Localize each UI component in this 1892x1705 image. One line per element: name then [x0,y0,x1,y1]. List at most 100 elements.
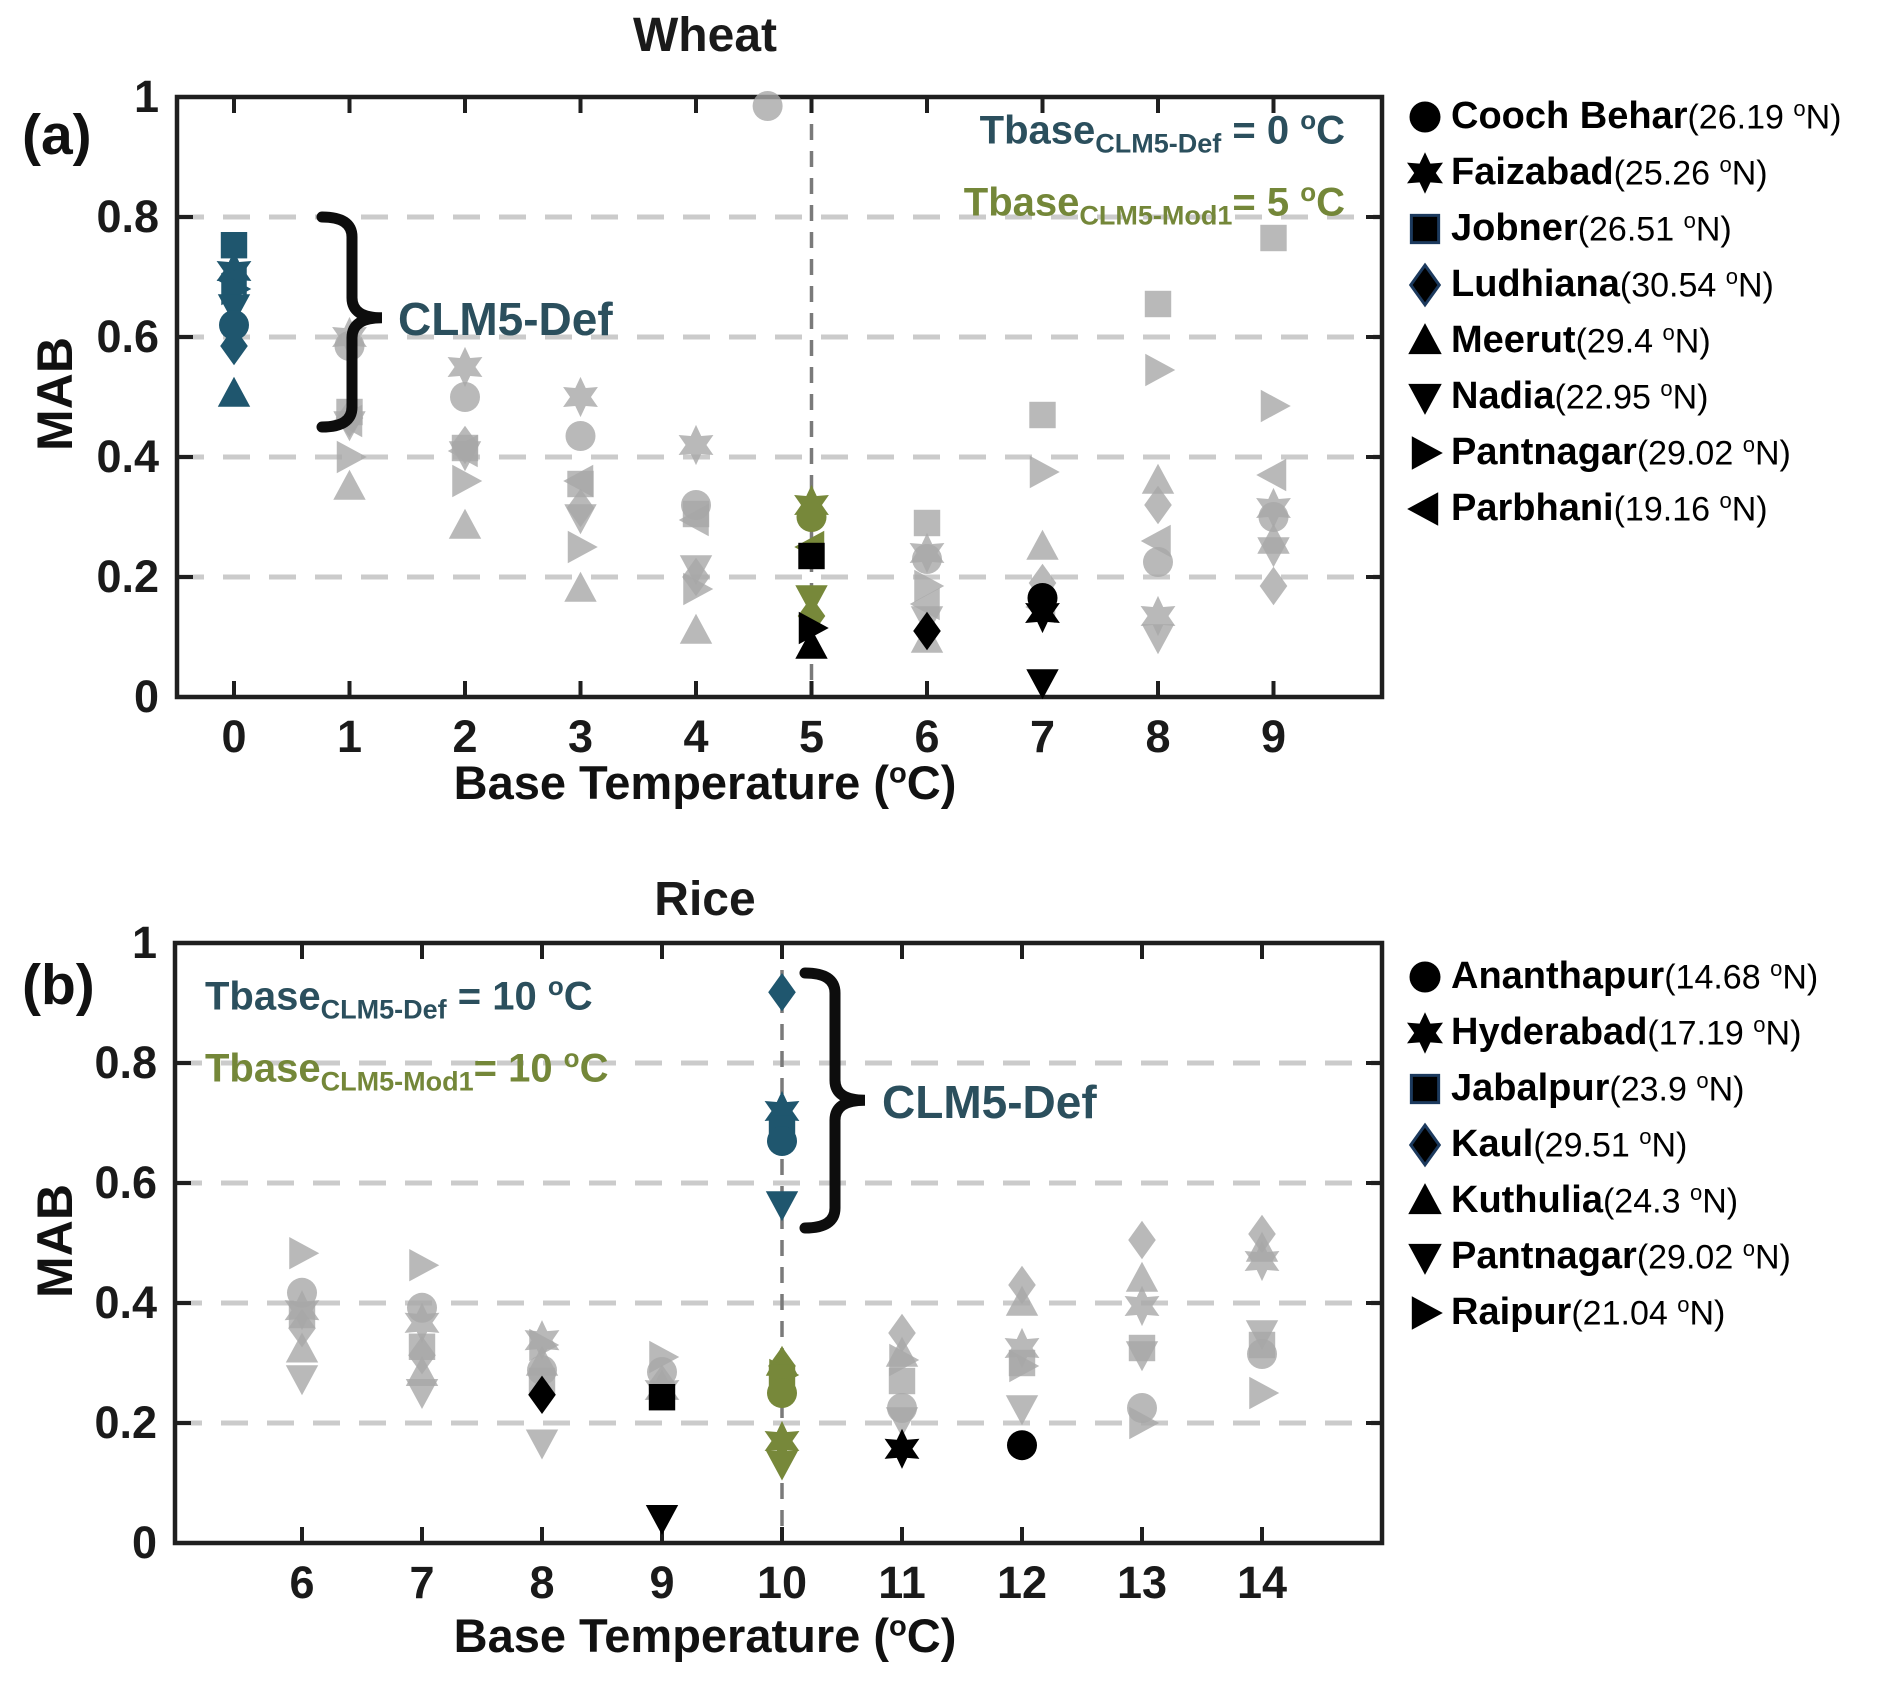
legend-site-name: Hyderabad [1451,1011,1648,1053]
triup-glyph [1408,1182,1442,1214]
legend-site-latitude: (17.19 oN) [1647,1011,1802,1053]
legend-site-name: Kaul [1451,1123,1534,1165]
trileft-icon [1407,491,1439,526]
legend-site-name: Ludhiana [1451,263,1620,305]
point-ludhiana-x5 [797,596,826,636]
point-pantnagar-x7 [405,1379,439,1410]
point-pantnagar-x2 [452,464,483,498]
point-faizabad-x8 [1140,595,1176,637]
x-tick-label-8: 8 [529,1557,554,1608]
point-kuthulia-x7 [405,1355,439,1386]
point-ananthapur-x12 [1007,1430,1037,1461]
panel-a-site-legend: Cooch Behar (26.19 oN) Faizabad (25.26 oN) J… [1402,95,1841,543]
point-nadia-x3 [564,504,597,535]
point-hyderabad-x11 [884,1428,920,1469]
clm5-def-brace [316,211,383,433]
point-hyderabad-x10 [764,1420,800,1462]
legend-site-latitude: (21.04 oN) [1571,1291,1726,1333]
point-hyderabad-x10 [764,1090,800,1132]
legend-site-name: Parbhani [1451,487,1614,529]
point-cooch-behar-x6 [912,544,942,574]
point-pantnagar-x10 [765,1450,799,1481]
point-kaul-x10 [768,973,796,1012]
tridown-glyph [1408,383,1442,415]
point-pantnagar-x11 [885,1407,919,1438]
point-cooch-behar-x8 [1143,547,1173,577]
x-tick-label-6: 6 [914,711,939,762]
legend-site-latitude: (29.51 oN) [1533,1123,1688,1165]
legend-site-name: Cooch Behar [1451,95,1688,137]
legend-site-latitude: (24.3 oN) [1602,1179,1739,1221]
panel-a-legend-item-pantnagar: Pantnagar (29.02 oN) [1402,431,1841,474]
y-tick-label-0.2: 0.2 [94,1397,157,1448]
point-ludhiana-x0 [220,326,248,366]
point-pantnagar-x10 [765,1191,799,1222]
legend-site-latitude: (26.51 oN) [1577,207,1732,249]
point-kaul-x8 [528,1375,556,1414]
panel-b: 6 7 8 9 10 11 12 13 14 0 0.2 0.4 0.6 0.8 1 [94,917,1385,1608]
panel-a: 0 1 2 3 4 5 6 7 8 9 0 0.2 0.4 0.6 0.8 1 [96,71,1385,762]
panel-b-legend-item-pantnagar: Pantnagar (29.02 oN) [1402,1235,1818,1278]
circle-glyph [1409,961,1441,992]
point-pantnagar-x7 [1029,455,1060,489]
point-kuthulia-x12 [1005,1285,1039,1316]
point-meerut-x0 [217,376,251,407]
point-faizabad-x2 [447,346,483,388]
tridown-icon [1408,1243,1442,1275]
point-meerut-x4 [679,613,713,644]
y-tick-label-1: 1 [134,71,159,122]
legend-site-name: Jabalpur [1451,1067,1610,1109]
panel-b-legend-item-hyderabad: Hyderabad (17.19 oN) [1402,1011,1818,1054]
point-raipur-x14 [1249,1376,1280,1410]
x-tick-label-9: 9 [649,1557,674,1608]
point-cooch-behar-x3 [565,421,596,451]
panel-b-legend-item-raipur: Raipur (21.04 oN) [1402,1291,1818,1334]
point-raipur-x13 [1129,1406,1160,1440]
legend-site-name: Kuthulia [1451,1179,1603,1221]
star6-icon [1407,1011,1443,1054]
panel-a-legend-item-faizabad: Faizabad (25.26 oN) [1402,151,1841,194]
y-tick-label-1: 1 [132,917,157,968]
x-tick-label-12: 12 [997,1557,1047,1608]
point-kaul-x13 [1128,1220,1156,1260]
point-kaul-x6 [288,1309,316,1348]
point-hyderabad-x13 [1124,1285,1160,1327]
point-pantnagar-x5 [798,611,829,645]
square-glyph [1409,213,1441,244]
star6-glyph [1407,1011,1443,1054]
point-pantnagar-x8 [525,1429,559,1460]
x-tick-label-7: 7 [409,1557,434,1608]
panel-b-legend-item-jabalpur: Jabalpur (23.9 oN) [1402,1067,1818,1110]
star6-glyph [1407,151,1443,194]
point-meerut-x5 [795,628,828,659]
diamond-glyph [1408,1122,1442,1167]
legend-site-name: Raipur [1451,1291,1572,1333]
point-pantnagar-x1 [336,440,367,474]
y-tick-label-0.8: 0.8 [94,1037,157,1088]
panel-a-legend-item-jobner: Jobner (26.51 oN) [1402,207,1841,250]
point-ananthapur-x10 [767,1378,797,1408]
point-jobner-x6 [913,509,941,537]
panel-a-tbase-def-line: TbaseCLM5-Def = 0 oC [979,105,1345,159]
point-ananthapur-x14 [1247,1339,1277,1369]
point-faizabad-x4 [678,424,714,466]
point-jobner-x5 [798,542,825,570]
y-tick-label-0.6: 0.6 [94,1157,157,1208]
y-tick-label-0.6: 0.6 [96,311,159,362]
point-meerut-x3 [564,571,597,602]
legend-site-latitude: (26.19 oN) [1687,95,1842,137]
panel-a-legend-item-meerut: Meerut (29.4 oN) [1402,319,1841,362]
point-cooch-behar-x5 [796,502,827,532]
point-ludhiana-x6 [913,611,941,651]
legend-site-name: Nadia [1451,375,1555,417]
point-pantnagar-x3 [567,530,598,564]
legend-site-latitude: (29.4 oN) [1575,319,1711,361]
x-tick-label-13: 13 [1117,1557,1167,1608]
panel-a-legend-item-ludhiana: Ludhiana (30.54 oN) [1402,262,1841,307]
point-faizabad-x7 [1025,592,1060,634]
y-tick-label-0: 0 [134,671,159,722]
panel-b-legend-item-ananthapur: Ananthapur (14.68 oN) [1402,955,1818,998]
triup-icon [1408,1182,1442,1214]
point-ananthapur-x10 [767,1126,797,1156]
point-ludhiana-x8 [1144,485,1172,525]
